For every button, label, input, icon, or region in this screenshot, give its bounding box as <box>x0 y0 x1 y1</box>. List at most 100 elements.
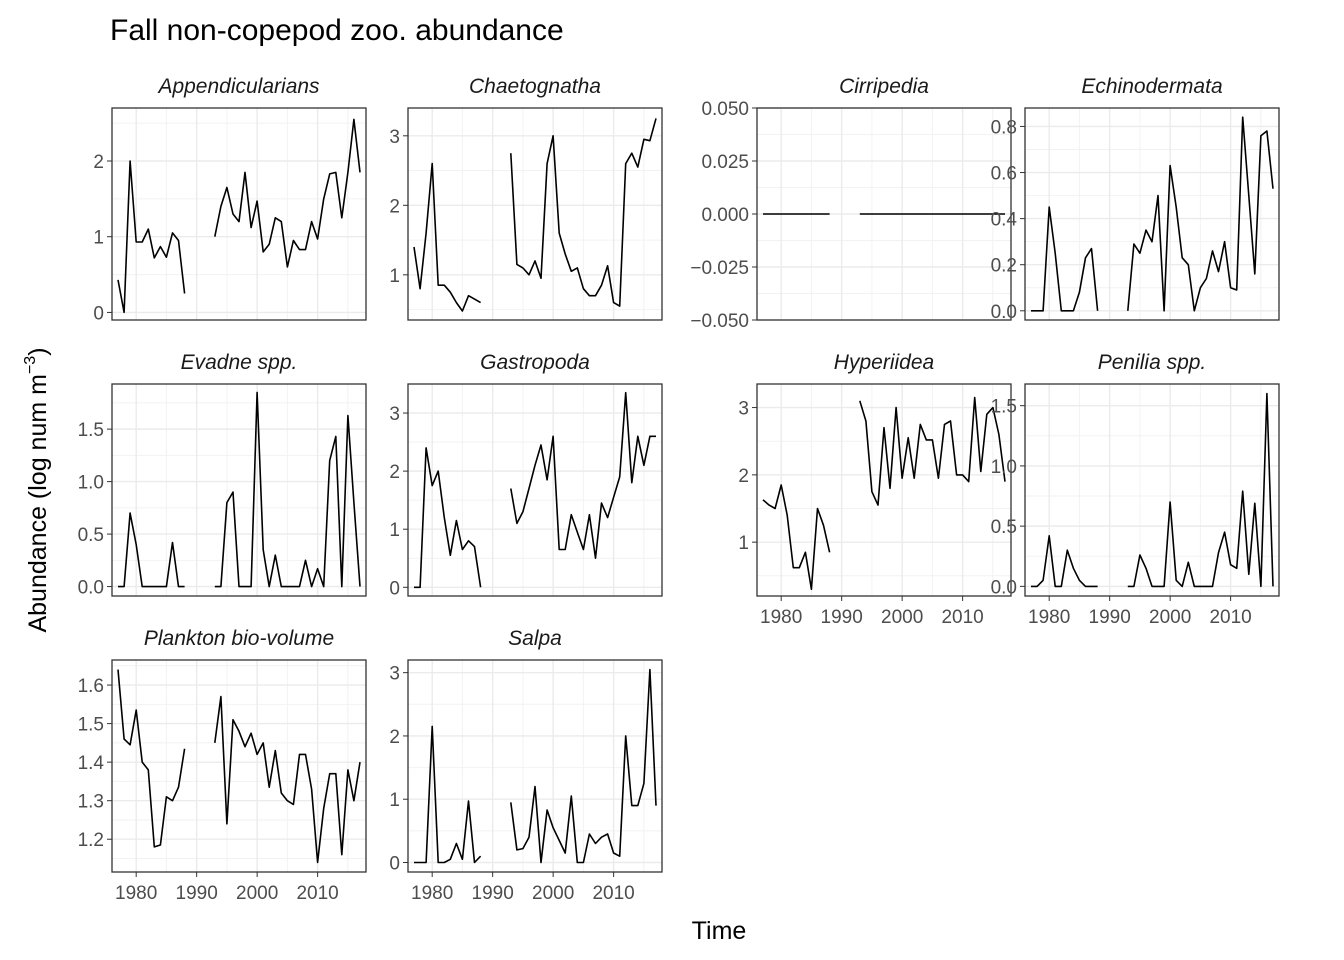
y-tick-label: 0.2 <box>991 256 1017 277</box>
y-axis-title-superscript: −3 <box>22 356 39 374</box>
panel-border-gastropoda <box>407 383 663 597</box>
panel-border-evadne-spp <box>111 383 367 597</box>
strip-label-hyperiidea: Hyperiidea <box>834 351 934 374</box>
series-line-chaetognatha-2 <box>510 118 657 307</box>
y-tick-label: 0.4 <box>991 210 1018 231</box>
y-tick-label: 3 <box>389 664 400 685</box>
y-tick-label: 0.8 <box>991 117 1017 138</box>
panel-hyperiidea: Hyperiidea 1 2 3 1980 1990 2000 2010 <box>738 351 1012 628</box>
y-tick-label: 2 <box>93 152 104 173</box>
strip-label-plankton-bio-volume: Plankton bio-volume <box>144 627 334 650</box>
panel-border-plankton-bio-volume <box>111 659 367 873</box>
x-tick-label: 2000 <box>1149 607 1191 628</box>
strip-label-chaetognatha: Chaetognatha <box>469 75 601 98</box>
strip-label-salpa: Salpa <box>508 627 562 650</box>
y-tick-label: 1 <box>389 520 400 541</box>
x-tick-label: 2010 <box>592 883 634 904</box>
panel-border-chaetognatha <box>407 107 663 321</box>
x-tick-label: 1980 <box>411 883 453 904</box>
panel-background-hyperiidea <box>757 384 1011 596</box>
x-tick-label: 1980 <box>1028 607 1070 628</box>
series-line-penilia-spp-1 <box>1031 534 1098 588</box>
panel-appendicularians: Appendicularians 0 1 2 <box>93 75 367 324</box>
series-line-appendicularians-2 <box>214 118 361 268</box>
y-tick-label: 0.050 <box>701 99 749 120</box>
panel-border-penilia-spp <box>1024 383 1280 597</box>
strip-label-evadne-spp: Evadne spp. <box>181 351 298 374</box>
y-axis-title-end: ) <box>24 347 52 355</box>
panel-plankton-bio-volume: Plankton bio-volume 1.2 1.3 1.4 1.5 1.6 1980 19… <box>78 627 367 904</box>
x-tick-label: 2010 <box>1209 607 1251 628</box>
x-tick-label: 1980 <box>760 607 802 628</box>
panel-echinodermata: Echinodermata 0.0 0.2 0.4 0.6 0.8 <box>991 75 1280 323</box>
panel-border-appendicularians <box>111 107 367 321</box>
y-tick-label: 1.6 <box>78 676 104 697</box>
y-tick-label: 0 <box>389 854 400 875</box>
panel-chaetognatha: Chaetognatha 1 2 3 <box>389 75 663 321</box>
series-line-plankton-bio-volume-2 <box>214 695 361 864</box>
y-tick-label: 3 <box>389 127 400 148</box>
panel-border-hyperiidea <box>756 383 1012 597</box>
series-line-evadne-spp-1 <box>118 512 185 588</box>
y-tick-label: 0.5 <box>991 517 1017 538</box>
panel-penilia-spp: Penilia spp. 0.0 0.5 1.0 1.5 1980 1990 2000 2010 <box>991 351 1280 628</box>
series-line-gastropoda-1 <box>414 447 482 589</box>
x-tick-label: 1990 <box>1089 607 1131 628</box>
x-tick-label: 2000 <box>236 883 278 904</box>
y-tick-label: 0.6 <box>991 164 1017 185</box>
strip-label-gastropoda: Gastropoda <box>480 351 590 374</box>
x-axis-title: Time <box>692 917 747 945</box>
series-line-chaetognatha-1 <box>413 162 481 312</box>
facet-panels: Appendicularians 0 1 2 Chaetognatha 1 2 3 Cirrip… <box>78 75 1280 904</box>
strip-label-echinodermata: Echinodermata <box>1081 75 1222 98</box>
x-tick-label: 2010 <box>296 883 338 904</box>
x-tick-label: 2000 <box>881 607 923 628</box>
panel-evadne-spp: Evadne spp. 0.0 0.5 1.0 1.5 <box>78 351 367 599</box>
series-line-appendicularians-1 <box>117 160 186 314</box>
x-tick-label: 1980 <box>115 883 157 904</box>
x-tick-label: 2000 <box>532 883 574 904</box>
panel-background-appendicularians <box>112 108 366 320</box>
y-tick-label: −0.050 <box>690 311 749 332</box>
y-tick-label: 0 <box>93 303 104 324</box>
y-tick-label: 3 <box>738 399 749 420</box>
series-line-plankton-bio-volume-1 <box>117 669 186 848</box>
y-tick-label: 2 <box>389 196 400 217</box>
panel-border-cirripedia <box>756 107 1012 321</box>
x-tick-label: 1990 <box>472 883 514 904</box>
y-tick-label: 0.0 <box>78 578 104 599</box>
series-line-echinodermata-2 <box>1127 116 1274 312</box>
y-tick-label: 0.025 <box>701 152 749 173</box>
y-tick-label: 3 <box>389 404 400 425</box>
y-tick-label: 0.000 <box>701 205 749 226</box>
series-line-evadne-spp-2 <box>214 391 361 588</box>
y-tick-label: −0.025 <box>690 258 749 279</box>
y-tick-label: 1.0 <box>78 473 104 494</box>
y-tick-label: 1.2 <box>78 830 104 851</box>
panel-cirripedia: Cirripedia −0.050 −0.025 0.000 0.025 0.050 <box>690 75 1012 332</box>
panel-background-gastropoda <box>408 384 662 596</box>
panel-border-salpa <box>407 659 663 873</box>
y-tick-label: 1 <box>738 533 749 554</box>
y-tick-label: 0.0 <box>991 302 1017 323</box>
y-tick-label: 1 <box>389 790 400 811</box>
y-tick-label: 1.5 <box>991 397 1017 418</box>
series-line-salpa-1 <box>414 725 482 864</box>
y-tick-label: 0.0 <box>991 577 1017 598</box>
y-tick-label: 1.3 <box>78 792 104 813</box>
panel-gastropoda: Gastropoda 0 1 2 3 <box>389 351 663 599</box>
x-tick-label: 1990 <box>821 607 863 628</box>
y-tick-label: 2 <box>389 727 400 748</box>
x-tick-label: 1990 <box>176 883 218 904</box>
panel-background-plankton-bio-volume <box>112 660 366 872</box>
series-line-hyperiidea-1 <box>762 484 831 591</box>
y-tick-label: 1.4 <box>78 753 105 774</box>
panel-border-echinodermata <box>1024 107 1280 321</box>
panel-background-chaetognatha <box>408 108 662 320</box>
strip-label-appendicularians: Appendicularians <box>156 75 320 98</box>
series-line-hyperiidea-2 <box>859 396 1006 506</box>
panel-salpa: Salpa 0 1 2 3 1980 1990 2000 2010 <box>389 627 663 904</box>
panel-background-penilia-spp <box>1025 384 1279 596</box>
y-tick-label: 1 <box>93 228 104 249</box>
y-axis-title: Abundance (log num m−3) <box>22 347 52 632</box>
